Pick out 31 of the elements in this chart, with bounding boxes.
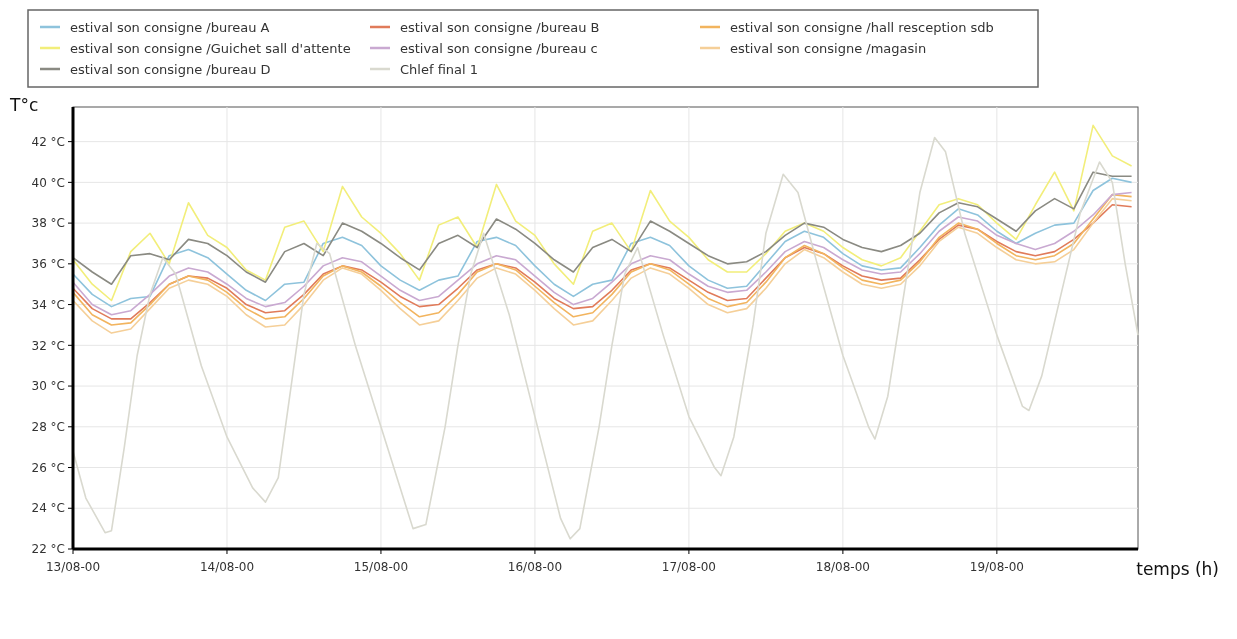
x-tick-label: 19/08-00 — [969, 560, 1024, 574]
line-series — [72, 124, 1133, 302]
y-tick-label: 34 °C — [31, 297, 65, 312]
x-tick-label: 15/08-00 — [353, 560, 409, 574]
y-tick-label: 42 °C — [31, 134, 65, 149]
y-tick-label: 24 °C — [31, 501, 65, 516]
legend-label: estival son consigne /Guichet sall d'attente — [70, 40, 351, 56]
legend-label: estival son consigne /bureau c — [400, 40, 598, 56]
y-tick-label: 32 °C — [31, 338, 65, 353]
legend-label: estival son consigne /bureau D — [70, 61, 271, 77]
y-tick-label: 26 °C — [31, 460, 65, 475]
legend-label: estival son consigne /bureau A — [70, 19, 270, 35]
y-tick-label: 36 °C — [31, 257, 65, 272]
legend-label: estival son consigne /hall resception sdb — [730, 19, 994, 35]
x-tick-label: 17/08-00 — [661, 560, 716, 574]
y-tick-label: 30 °C — [31, 379, 65, 394]
y-tick-label: 40 °C — [31, 175, 65, 190]
y-tick-label: 28 °C — [31, 419, 65, 434]
x-tick-label: 14/08-00 — [199, 560, 255, 574]
x-tick-label: 13/08-00 — [45, 560, 101, 574]
y-axis-title: T°c — [9, 95, 39, 115]
line-series — [72, 177, 1133, 308]
y-tick-label: 38 °C — [31, 216, 65, 231]
x-axis-title: temps (h) — [1136, 559, 1219, 579]
line-series — [72, 171, 1133, 286]
y-tick-label: 22 °C — [31, 542, 65, 557]
legend-label: estival son consigne /bureau B — [400, 19, 600, 35]
legend-label: Chlef final 1 — [400, 61, 479, 77]
x-tick-label: 18/08-00 — [815, 560, 870, 574]
x-tick-label: 16/08-00 — [507, 560, 563, 574]
legend-label: estival son consigne /magasin — [730, 40, 927, 56]
